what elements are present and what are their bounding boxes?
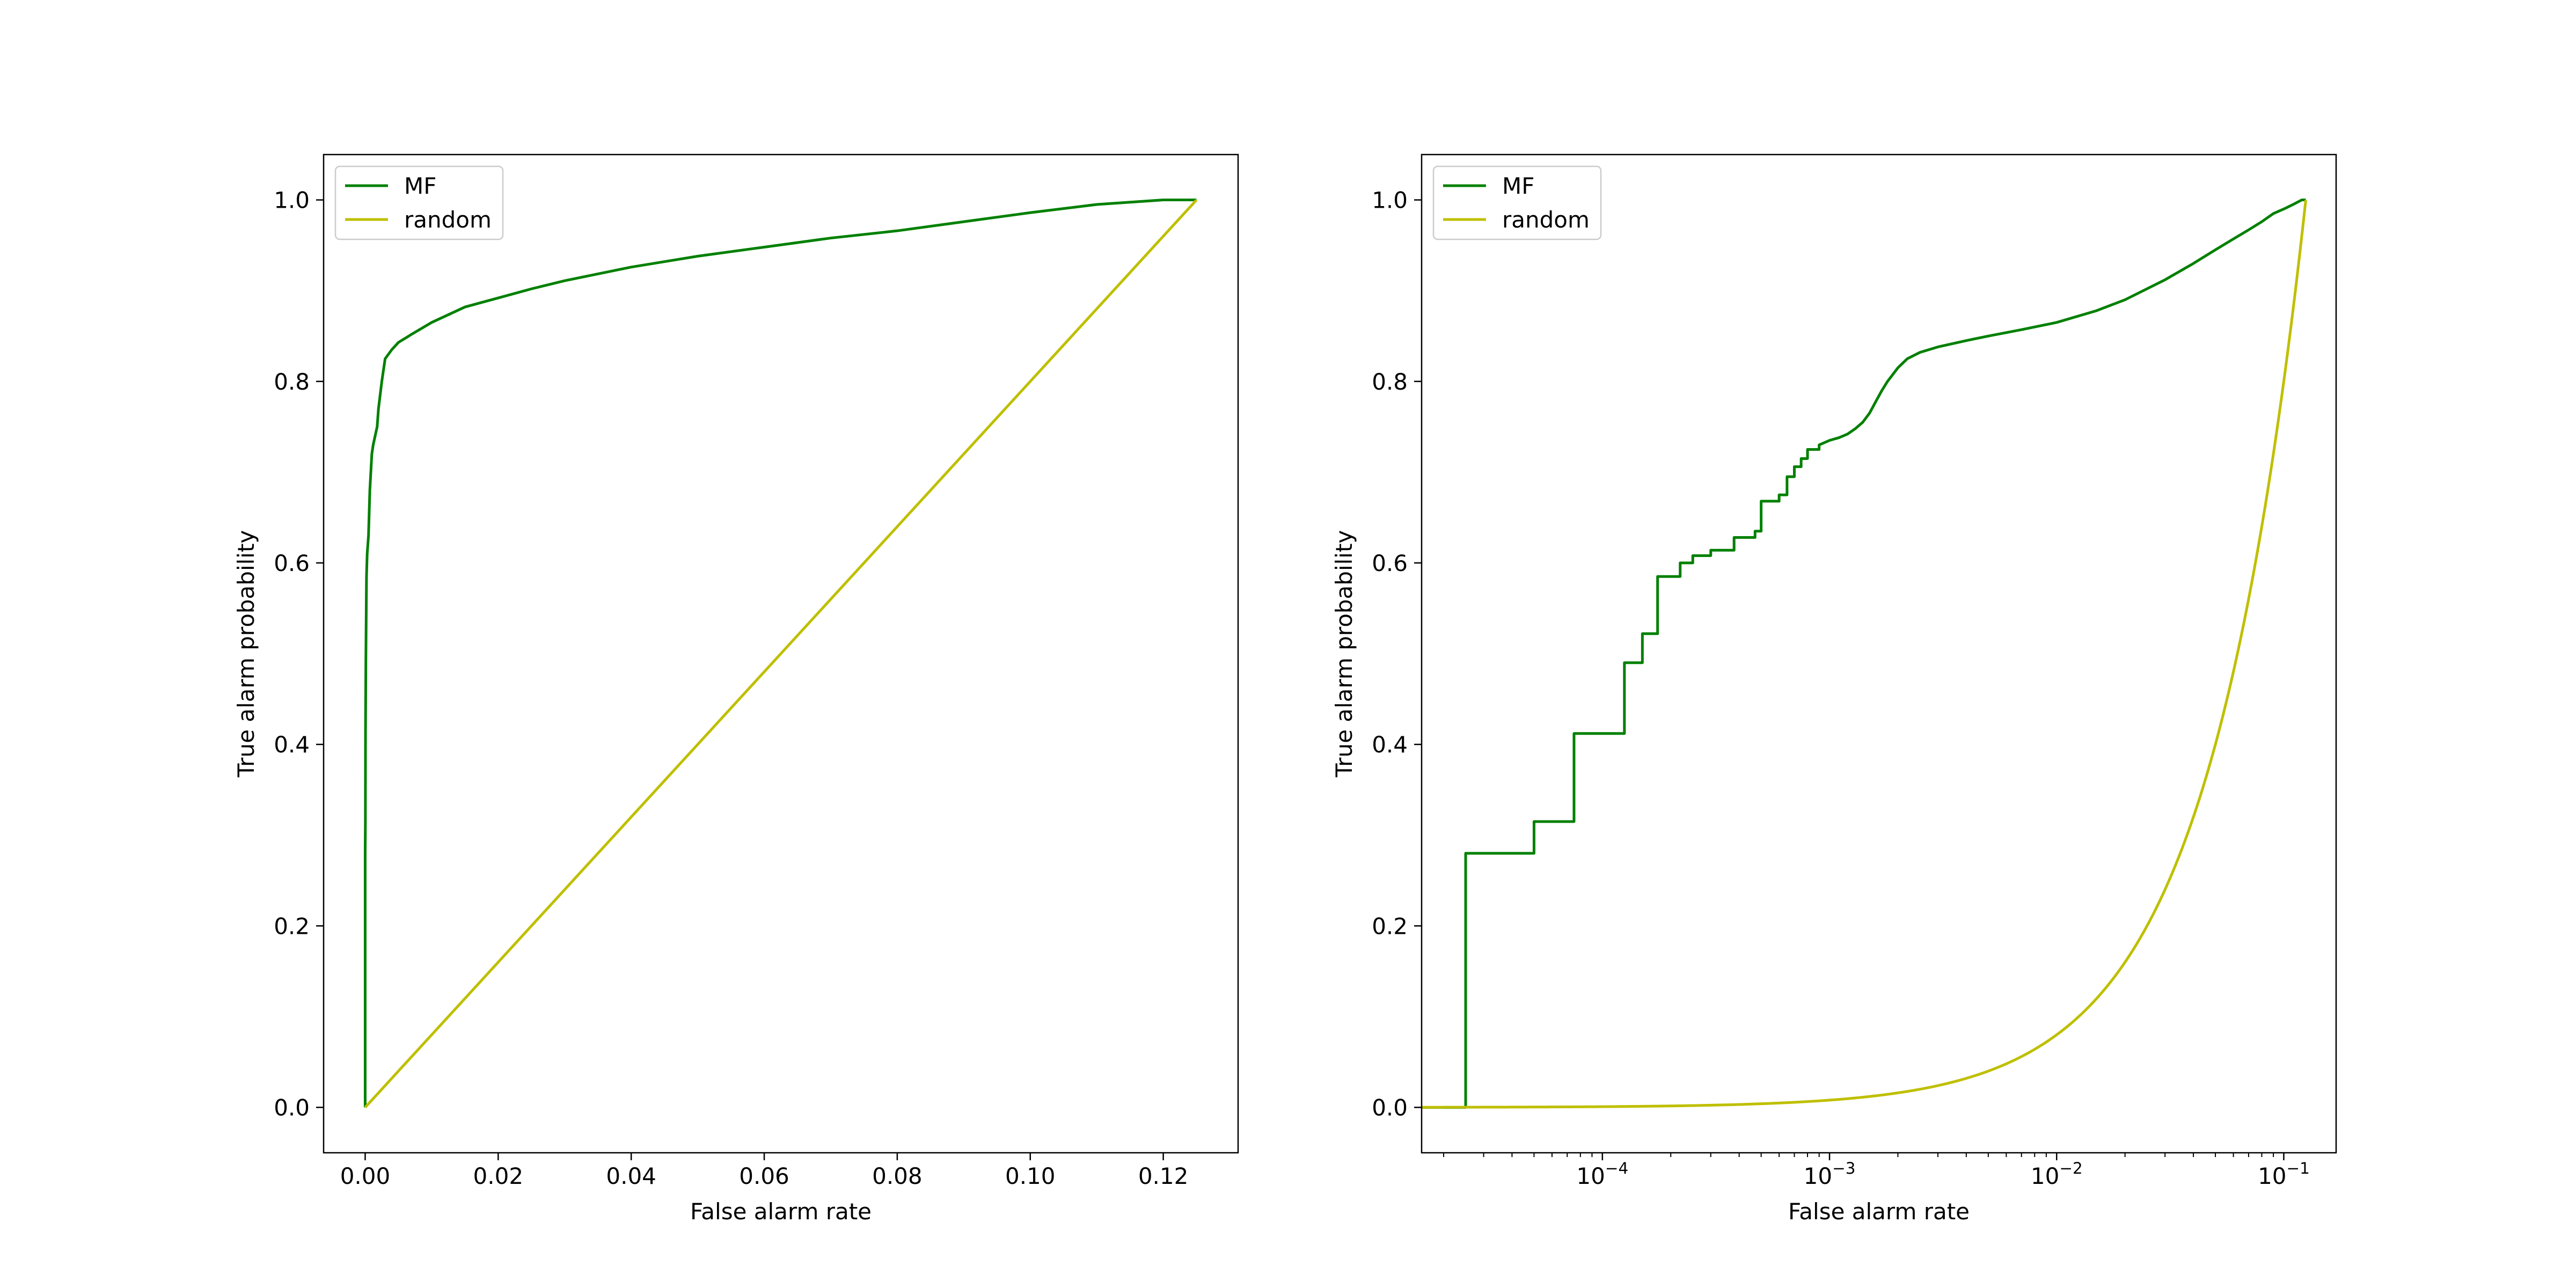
- x-tick-label: 0.06: [739, 1163, 789, 1189]
- y-tick-label: 0.2: [274, 913, 310, 939]
- x-axis-label: False alarm rate: [1788, 1198, 1970, 1225]
- x-tick-label: 10−4: [1576, 1159, 1628, 1189]
- legend: MF random: [1432, 165, 1602, 240]
- axes-frame: [1421, 153, 2337, 1154]
- x-tick-label: 10−1: [2258, 1159, 2310, 1189]
- y-tick-label: 0.0: [274, 1095, 310, 1121]
- y-tick-label: 0.4: [274, 731, 310, 758]
- roc-linear-plot: 0.0 0.2 0.4 0.6 0.8 1.0 0.00 0.02 0.04 0.06 0.08 0.…: [233, 153, 1239, 1225]
- legend-label-random: random: [1502, 207, 1590, 233]
- series-line-random: [1422, 200, 2307, 1109]
- y-tick-label: 0.2: [1372, 913, 1408, 939]
- y-tick-label: 0.8: [1372, 369, 1408, 395]
- x-tick-label: 0.02: [473, 1163, 524, 1189]
- x-tick-label: 0.00: [340, 1163, 391, 1189]
- roc-log-plot: 0.0 0.2 0.4 0.6 0.8 1.0 10−4 10−3 10−2 10−1 False …: [1331, 153, 2337, 1225]
- x-tick-label: 10−2: [2031, 1159, 2083, 1189]
- y-tick-label: 0.8: [274, 369, 310, 395]
- series-line-mf: [363, 199, 1197, 1108]
- series-line-random: [364, 199, 1198, 1109]
- axes-frame: [323, 153, 1239, 1154]
- legend-label-random: random: [404, 207, 492, 233]
- x-tick-label: 0.12: [1138, 1163, 1189, 1189]
- y-tick-label: 1.0: [1372, 187, 1408, 214]
- legend-label-mf: MF: [1502, 173, 1534, 199]
- x-tick-label: 0.08: [872, 1163, 923, 1189]
- legend: MF random: [334, 165, 504, 240]
- y-tick-label: 0.4: [1372, 731, 1408, 758]
- y-tick-label: 0.6: [274, 550, 310, 576]
- y-axis-label: True alarm probability: [233, 530, 259, 778]
- x-axis-label: False alarm rate: [690, 1198, 872, 1225]
- y-axis-label: True alarm probability: [1331, 530, 1357, 778]
- series-group: [363, 199, 1198, 1109]
- series-line-mf: [1422, 199, 2306, 1109]
- legend-label-mf: MF: [404, 173, 436, 199]
- x-tick-label: 10−3: [1804, 1159, 1856, 1189]
- y-tick-label: 1.0: [274, 187, 310, 214]
- series-group: [1422, 199, 2307, 1109]
- y-tick-label: 0.6: [1372, 550, 1408, 576]
- x-tick-label: 0.04: [606, 1163, 656, 1189]
- x-tick-label: 0.10: [1005, 1163, 1056, 1189]
- y-tick-label: 0.0: [1372, 1095, 1408, 1121]
